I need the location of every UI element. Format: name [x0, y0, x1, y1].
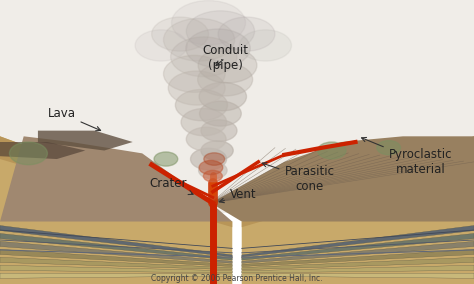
Circle shape	[164, 18, 235, 61]
Circle shape	[200, 101, 241, 126]
Polygon shape	[242, 233, 474, 260]
Polygon shape	[242, 257, 474, 270]
Polygon shape	[0, 225, 232, 257]
Circle shape	[168, 71, 225, 105]
Circle shape	[198, 48, 257, 83]
Circle shape	[201, 141, 233, 160]
Polygon shape	[0, 136, 232, 284]
Text: Lava: Lava	[47, 107, 100, 131]
Circle shape	[154, 152, 178, 166]
Polygon shape	[0, 249, 232, 266]
Polygon shape	[242, 225, 474, 257]
Polygon shape	[38, 131, 133, 151]
Circle shape	[175, 89, 228, 121]
Text: Conduit
(pipe): Conduit (pipe)	[202, 44, 248, 72]
Circle shape	[164, 55, 225, 92]
Text: Copyright © 2006 Pearson Prentice Hall, Inc.: Copyright © 2006 Pearson Prentice Hall, …	[151, 273, 323, 283]
Circle shape	[152, 17, 209, 51]
Circle shape	[135, 30, 187, 61]
Polygon shape	[0, 241, 232, 263]
Polygon shape	[0, 273, 232, 278]
Circle shape	[199, 160, 223, 175]
Polygon shape	[242, 249, 474, 266]
Polygon shape	[242, 241, 474, 263]
Circle shape	[186, 127, 226, 151]
Polygon shape	[0, 136, 232, 227]
Text: Parasitic
cone: Parasitic cone	[262, 162, 334, 193]
Text: Pyroclastic
material: Pyroclastic material	[362, 137, 452, 176]
Circle shape	[198, 63, 253, 96]
Circle shape	[191, 148, 227, 170]
Circle shape	[9, 142, 47, 165]
Polygon shape	[0, 0, 474, 213]
Circle shape	[199, 82, 246, 111]
Circle shape	[239, 30, 292, 61]
Text: Vent: Vent	[219, 188, 256, 203]
Circle shape	[199, 162, 227, 179]
Polygon shape	[0, 136, 232, 222]
Circle shape	[172, 1, 246, 45]
Text: Crater: Crater	[149, 177, 193, 195]
Circle shape	[186, 11, 255, 52]
Polygon shape	[242, 136, 474, 227]
Polygon shape	[242, 265, 474, 273]
Polygon shape	[0, 142, 85, 159]
Circle shape	[201, 120, 237, 141]
Circle shape	[203, 170, 222, 182]
Polygon shape	[0, 265, 232, 273]
Circle shape	[377, 141, 401, 155]
Polygon shape	[242, 136, 474, 284]
Circle shape	[204, 153, 225, 165]
Circle shape	[218, 17, 275, 51]
Polygon shape	[211, 136, 474, 222]
Polygon shape	[0, 257, 232, 270]
Polygon shape	[0, 233, 232, 260]
Circle shape	[318, 142, 346, 159]
Circle shape	[181, 108, 227, 136]
Circle shape	[186, 29, 250, 68]
Circle shape	[171, 37, 237, 77]
Polygon shape	[242, 273, 474, 278]
